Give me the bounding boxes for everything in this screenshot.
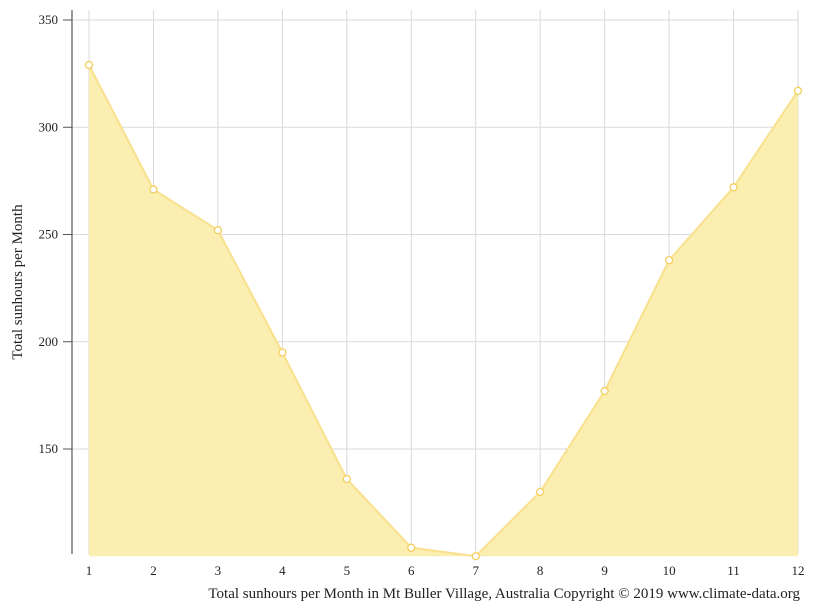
data-point-6 — [407, 543, 416, 552]
data-point-10 — [664, 256, 674, 265]
data-point-7 — [471, 552, 480, 561]
x-tick-label-10: 10 — [663, 563, 676, 578]
series-line — [88, 64, 799, 558]
x-tick-label-12: 12 — [792, 563, 805, 578]
x-tick-label-5: 5 — [344, 563, 351, 578]
y-axis-title: Total sunhours per Month — [10, 204, 26, 360]
area-fill — [89, 65, 798, 557]
data-point-5 — [342, 474, 351, 484]
plot-area — [88, 64, 799, 558]
data-point-12 — [793, 86, 803, 95]
data-point-4 — [278, 348, 287, 357]
y-tick-label-300: 300 — [39, 119, 59, 134]
x-tick-label-2: 2 — [150, 563, 157, 578]
x-tick-label-6: 6 — [408, 563, 415, 578]
data-point-11 — [729, 183, 738, 192]
data-point-8 — [536, 487, 545, 497]
data-point-3 — [213, 226, 223, 235]
y-tick-label-150: 150 — [39, 441, 59, 456]
x-tick-label-1: 1 — [86, 563, 93, 578]
data-point-2 — [149, 185, 158, 194]
y-tick-label-250: 250 — [39, 227, 59, 242]
data-point-1 — [84, 60, 94, 70]
data-point-9 — [600, 386, 609, 396]
x-tick-label-9: 9 — [601, 563, 608, 578]
data-markers — [84, 60, 803, 561]
chart-caption: Total sunhours per Month in Mt Buller Vi… — [208, 586, 800, 602]
x-tick-label-8: 8 — [537, 563, 544, 578]
y-tick-label-350: 350 — [39, 12, 59, 27]
y-tick-label-200: 200 — [39, 334, 59, 349]
x-tick-label-7: 7 — [472, 563, 479, 578]
x-tick-label-3: 3 — [215, 563, 222, 578]
x-tick-label-4: 4 — [279, 563, 286, 578]
x-tick-label-11: 11 — [727, 563, 740, 578]
